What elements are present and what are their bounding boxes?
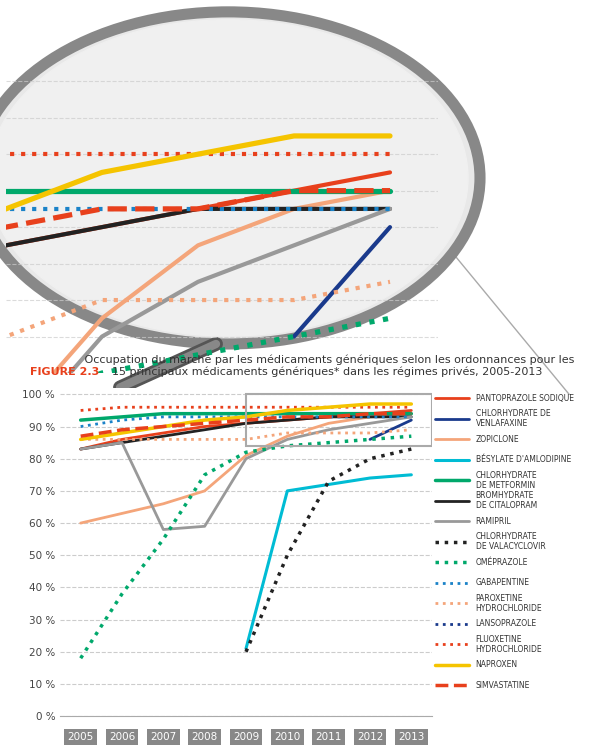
Text: ZOPICLONE: ZOPICLONE bbox=[476, 435, 520, 444]
Text: OMÉPRAZOLE: OMÉPRAZOLE bbox=[476, 558, 528, 567]
Text: PAROXETINE
HYDROCHLORIDE: PAROXETINE HYDROCHLORIDE bbox=[476, 594, 542, 613]
Text: Occupation du marché par les médicaments génériques selon les ordonnances pour l: Occupation du marché par les médicaments… bbox=[81, 354, 574, 377]
Text: 2005: 2005 bbox=[68, 733, 94, 742]
Text: FIGURE 2.3: FIGURE 2.3 bbox=[30, 367, 99, 377]
Text: 2013: 2013 bbox=[398, 733, 425, 742]
Text: RAMIPRIL: RAMIPRIL bbox=[476, 517, 511, 526]
Text: BÉSYLATE D'AMLODIPINE: BÉSYLATE D'AMLODIPINE bbox=[476, 455, 571, 464]
Circle shape bbox=[0, 12, 480, 344]
Text: FLUOXETINE
HYDROCHLORIDE: FLUOXETINE HYDROCHLORIDE bbox=[476, 635, 542, 654]
Text: BROMHYDRATE
DE CITALOPRAM: BROMHYDRATE DE CITALOPRAM bbox=[476, 491, 537, 510]
Text: SIMVASTATINE: SIMVASTATINE bbox=[476, 681, 530, 690]
Text: 2012: 2012 bbox=[357, 733, 383, 742]
Text: GABAPENTINE: GABAPENTINE bbox=[476, 578, 530, 587]
Text: 2009: 2009 bbox=[233, 733, 259, 742]
Text: PANTOPRAZOLE SODIQUE: PANTOPRAZOLE SODIQUE bbox=[476, 394, 574, 403]
Text: CHLORHYDRATE
DE METFORMIN: CHLORHYDRATE DE METFORMIN bbox=[476, 471, 538, 490]
Text: 2011: 2011 bbox=[316, 733, 342, 742]
Text: 2007: 2007 bbox=[150, 733, 176, 742]
Text: CHLORHYDRATE
DE VALACYCLOVIR: CHLORHYDRATE DE VALACYCLOVIR bbox=[476, 532, 545, 551]
Text: LANSOPRAZOLE: LANSOPRAZOLE bbox=[476, 619, 537, 628]
Text: 2010: 2010 bbox=[274, 733, 301, 742]
Text: CHLORHYDRATE DE
VENLAFAXINE: CHLORHYDRATE DE VENLAFAXINE bbox=[476, 409, 550, 428]
Text: 2006: 2006 bbox=[109, 733, 135, 742]
Text: NAPROXEN: NAPROXEN bbox=[476, 660, 518, 669]
Circle shape bbox=[0, 19, 468, 336]
Text: 2008: 2008 bbox=[191, 733, 218, 742]
